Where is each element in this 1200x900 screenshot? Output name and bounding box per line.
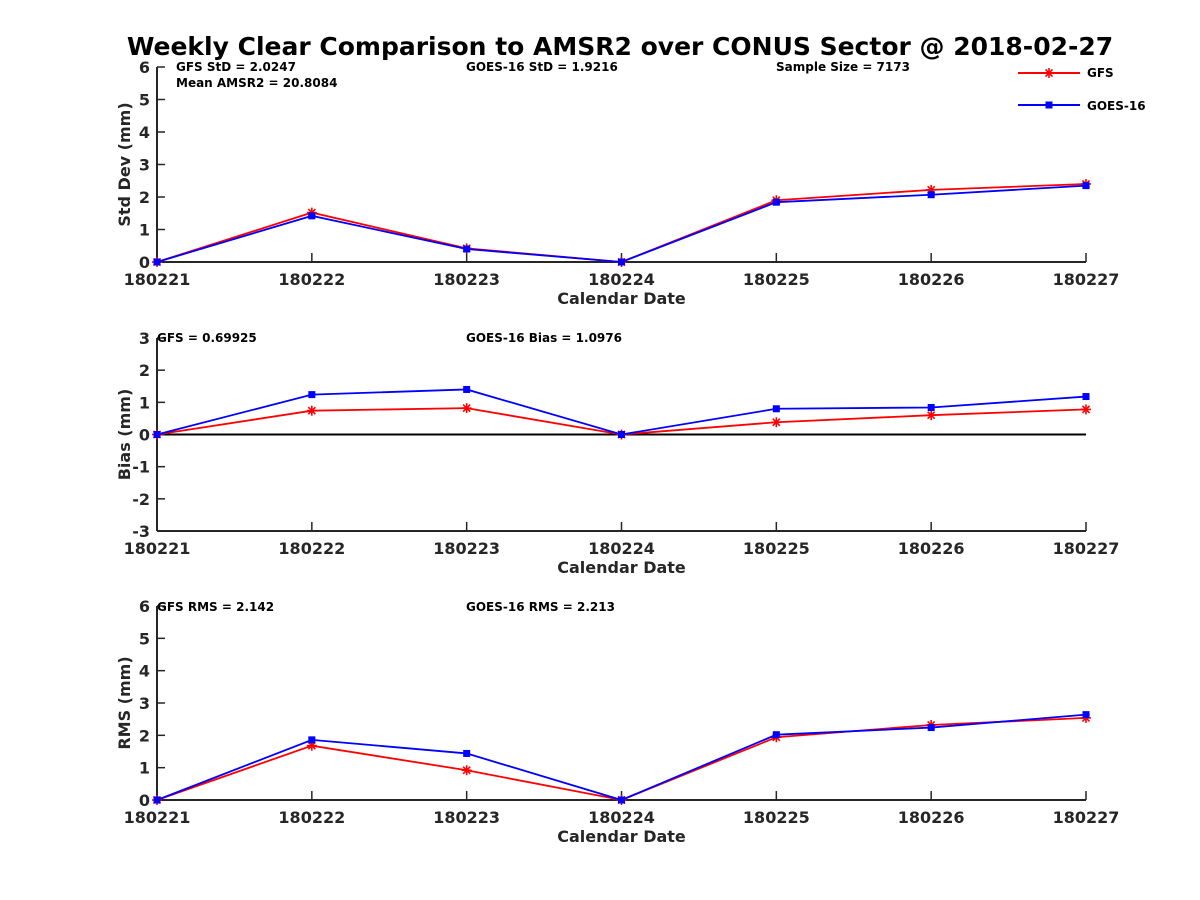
bias-y-tick-label: 0 xyxy=(139,426,150,445)
bias-goes16-point xyxy=(772,405,780,413)
stddev-y-tick-label: 5 xyxy=(139,91,150,110)
stddev-goes16-point xyxy=(463,245,471,253)
bias-x-tick-label: 180223 xyxy=(433,539,500,558)
stddev-x-tick-label: 180222 xyxy=(278,270,345,289)
stddev-panel: 0 1 2 3 4 5 6 180221 180222 180223 180224 180225 180… xyxy=(115,58,1119,308)
legend-goes16-label: GOES-16 xyxy=(1087,99,1146,113)
rms-annotation: GFS RMS = 2.142 xyxy=(157,600,274,614)
bias-gfs-point xyxy=(306,405,317,416)
bias-y-tick-label: -2 xyxy=(132,490,150,509)
stddev-goes16-point xyxy=(308,212,316,220)
rms-goes16-point xyxy=(618,796,625,804)
rms-goes16-point xyxy=(772,731,780,739)
rms-y-tick-label: 1 xyxy=(139,759,150,778)
stddev-goes16-point xyxy=(618,258,625,266)
rms-y-tick-label: 2 xyxy=(139,726,150,745)
stddev-goes16-point xyxy=(772,198,780,206)
bias-goes16-point xyxy=(463,385,471,393)
bias-gfs-point xyxy=(1081,404,1091,415)
rms-x-axis-label: Calendar Date xyxy=(557,827,686,846)
rms-goes16-point xyxy=(463,749,471,757)
stddev-y-tick-label: 6 xyxy=(139,58,150,77)
legend-gfs-label: GFS xyxy=(1087,66,1114,80)
bias-x-tick-label: 180226 xyxy=(898,539,965,558)
rms-y-tick-label: 5 xyxy=(139,629,150,648)
bias-y-tick-label: -3 xyxy=(132,522,150,541)
chart-title: Weekly Clear Comparison to AMSR2 over CO… xyxy=(127,32,1113,61)
rms-x-tick-label: 180227 xyxy=(1053,808,1120,827)
stddev-y-tick-label: 3 xyxy=(139,156,150,175)
bias-y-axis-label: Bias (mm) xyxy=(115,389,134,481)
rms-goes16-line xyxy=(156,713,1087,801)
rms-gfs-point xyxy=(461,765,472,776)
rms-y-tick-label: 0 xyxy=(139,791,150,810)
rms-y-tick-label: 4 xyxy=(139,662,150,681)
bias-x-tick-label: 180227 xyxy=(1053,539,1120,558)
bias-goes16-point xyxy=(618,431,625,438)
bias-gfs-point xyxy=(771,417,782,428)
stddev-y-tick-label: 4 xyxy=(139,123,150,142)
stddev-annotation: GOES-16 StD = 1.9216 xyxy=(466,60,618,74)
bias-panel: -3 -2 -1 0 1 2 3 180221 180222 180223 180224 180225… xyxy=(115,329,1119,577)
bias-y-tick-label: -1 xyxy=(132,458,150,477)
stddev-annotation: Sample Size = 7173 xyxy=(776,60,910,74)
legend-goes16-marker xyxy=(1045,101,1053,109)
bias-goes16-point xyxy=(1082,393,1090,401)
rms-y-tick-label: 3 xyxy=(139,694,150,713)
bias-goes16-point xyxy=(927,403,935,411)
legend: GFS GOES-16 xyxy=(1018,66,1146,113)
rms-x-tick-label: 180225 xyxy=(743,808,810,827)
rms-y-axis-label: RMS (mm) xyxy=(115,656,134,749)
legend-gfs-asterisk xyxy=(1044,68,1054,78)
bias-gfs-point xyxy=(926,410,937,421)
rms-annotation: GOES-16 RMS = 2.213 xyxy=(466,600,615,614)
stddev-y-tick-label: 0 xyxy=(139,253,150,272)
bias-y-tick-label: 2 xyxy=(139,361,150,380)
bias-annotation: GOES-16 Bias = 1.0976 xyxy=(466,331,622,345)
bias-goes16-line xyxy=(156,388,1087,436)
stddev-gfs-line xyxy=(156,183,1087,263)
rms-goes16-point xyxy=(1082,711,1090,719)
bias-goes16-point xyxy=(153,431,161,438)
rms-x-tick-label: 180222 xyxy=(278,808,345,827)
rms-goes16-point xyxy=(927,724,935,732)
stddev-goes16-point xyxy=(927,191,935,199)
stddev-y-axis-label: Std Dev (mm) xyxy=(115,102,134,226)
stddev-x-tick-label: 180226 xyxy=(898,270,965,289)
bias-annotation: GFS = 0.69925 xyxy=(157,331,257,345)
stddev-goes16-point xyxy=(153,258,161,266)
bias-y-tick-label: 3 xyxy=(139,329,150,348)
bias-x-tick-label: 180224 xyxy=(588,539,655,558)
stddev-x-tick-label: 180227 xyxy=(1053,270,1120,289)
rms-x-tick-label: 180221 xyxy=(124,808,191,827)
rms-x-tick-label: 180223 xyxy=(433,808,500,827)
stddev-x-tick-label: 180225 xyxy=(743,270,810,289)
bias-x-tick-label: 180222 xyxy=(278,539,345,558)
bias-x-tick-label: 180225 xyxy=(743,539,810,558)
stddev-x-tick-label: 180224 xyxy=(588,270,655,289)
bias-y-tick-label: 1 xyxy=(139,393,150,412)
rms-x-tick-label: 180226 xyxy=(898,808,965,827)
rms-gfs-line xyxy=(156,716,1087,801)
bias-goes16-point xyxy=(308,391,316,399)
rms-x-tick-label: 180224 xyxy=(588,808,655,827)
stddev-goes16-line xyxy=(156,184,1087,263)
stddev-x-tick-label: 180221 xyxy=(124,270,191,289)
bias-x-axis-label: Calendar Date xyxy=(557,558,686,577)
stddev-goes16-point xyxy=(1082,182,1090,190)
bias-x-tick-label: 180221 xyxy=(124,539,191,558)
stddev-annotation: GFS StD = 2.0247 xyxy=(176,60,296,74)
stddev-x-tick-label: 180223 xyxy=(433,270,500,289)
rms-panel: 0 1 2 3 4 5 6 180221 180222 180223 180224 180225 180… xyxy=(115,597,1119,846)
stddev-annotation: Mean AMSR2 = 20.8084 xyxy=(176,76,337,90)
stddev-y-tick-label: 2 xyxy=(139,188,150,207)
rms-goes16-point xyxy=(153,796,161,804)
stddev-x-axis-label: Calendar Date xyxy=(557,289,686,308)
bias-gfs-point xyxy=(461,403,472,414)
rms-y-tick-label: 6 xyxy=(139,597,150,616)
legend-gfs-marker xyxy=(1044,68,1054,78)
stddev-y-tick-label: 1 xyxy=(139,221,150,240)
rms-goes16-point xyxy=(308,736,316,744)
